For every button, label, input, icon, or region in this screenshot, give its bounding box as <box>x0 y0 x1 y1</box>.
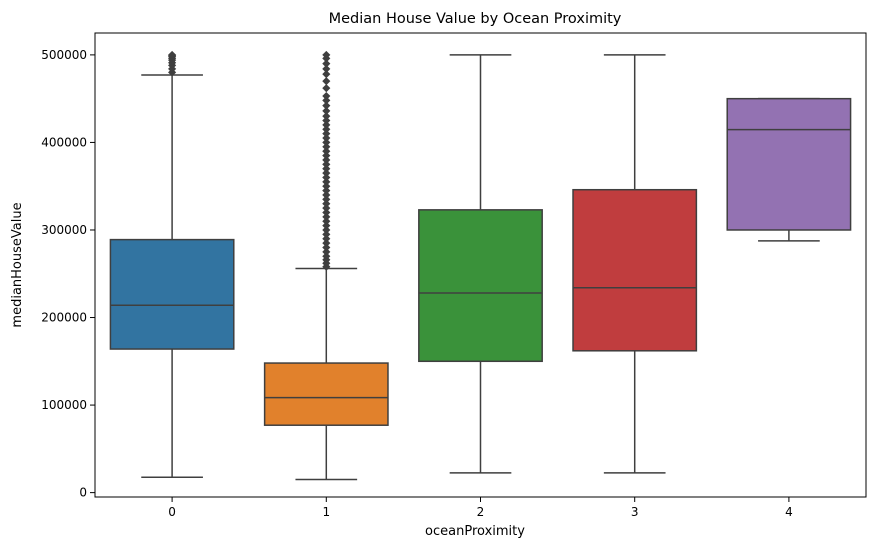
outlier-point <box>322 112 331 121</box>
x-tick-label: 3 <box>631 505 639 519</box>
x-tick-label: 2 <box>477 505 485 519</box>
box-4 <box>726 97 852 231</box>
outlier-point <box>322 101 331 110</box>
outlier-point <box>322 50 331 59</box>
box-3 <box>572 188 698 352</box>
x-tick-label: 4 <box>785 505 793 519</box>
y-tick-label: 500000 <box>41 48 87 62</box>
outlier-point <box>322 64 331 73</box>
y-tick-label: 300000 <box>41 223 87 237</box>
box-1 <box>263 362 389 426</box>
outlier-point <box>322 91 331 101</box>
outlier-point <box>322 106 331 115</box>
box-2 <box>418 209 543 363</box>
outlier-point <box>168 50 177 59</box>
x-axis-label: oceanProximity <box>425 524 525 539</box>
y-tick-label: 400000 <box>41 135 87 149</box>
x-tick-label: 0 <box>168 505 176 519</box>
y-tick-label: 200000 <box>41 311 87 325</box>
chart-title: Median House Value by Ocean Proximity <box>329 11 622 27</box>
y-axis-label: medianHouseValue <box>10 202 25 327</box>
plot-frame <box>94 32 867 498</box>
x-tick-label: 1 <box>322 505 330 519</box>
box-0 <box>109 238 235 350</box>
outlier-point <box>322 84 331 93</box>
outlier-point <box>322 70 331 79</box>
outlier-point <box>322 77 331 86</box>
y-tick-label: 100000 <box>41 398 87 412</box>
y-tick-label: 0 <box>79 486 87 500</box>
outlier-point <box>322 59 331 68</box>
chart-marks: 0 100000 200000 300000 400000 500000 0 1 2 3 4 <box>41 48 852 519</box>
